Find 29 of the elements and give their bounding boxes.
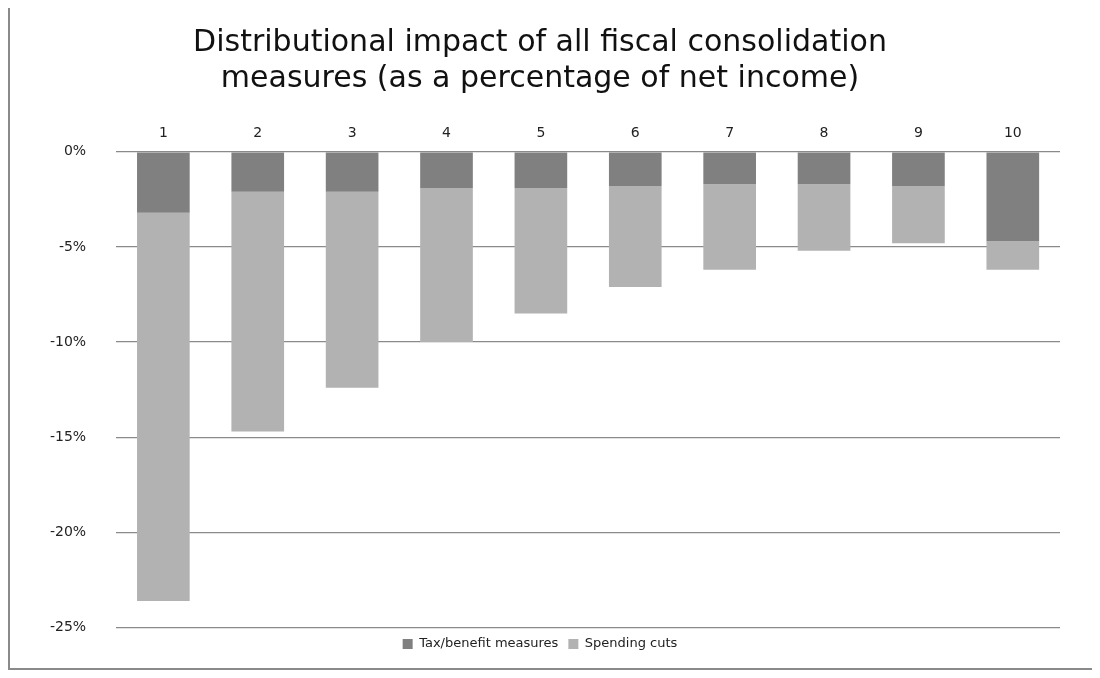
x-tick-label: 1 <box>158 124 168 141</box>
x-tick-label: 5 <box>536 124 546 141</box>
y-tick-label: 0% <box>63 142 87 159</box>
bar <box>137 212 190 601</box>
bar <box>703 184 756 270</box>
bar <box>608 186 662 287</box>
y-tick-label: -5% <box>58 237 87 254</box>
legend-label: Spending cuts <box>584 635 678 651</box>
bar <box>420 187 473 343</box>
bar <box>892 186 945 244</box>
x-tick-label: 3 <box>347 124 357 141</box>
y-tick-label: -25% <box>50 618 87 635</box>
chart-title: Distributional impact of all fiscal consolidation measures (as a percentage of net income) <box>193 22 887 94</box>
y-tick-label: -15% <box>50 427 87 444</box>
bar <box>797 184 851 251</box>
bar <box>986 241 1040 270</box>
bar <box>514 187 568 314</box>
x-tick-label: 8 <box>819 124 829 141</box>
legend-label: Tax/benefit measures <box>418 635 559 651</box>
y-tick-label: -20% <box>50 523 87 540</box>
x-tick-label: 10 <box>1003 124 1022 141</box>
x-tick-label: 9 <box>913 124 923 141</box>
bar <box>325 191 379 388</box>
y-tick-label: -10% <box>50 332 87 349</box>
x-tick-label: 4 <box>442 124 452 141</box>
x-tick-label: 6 <box>630 124 640 141</box>
bar <box>231 191 285 432</box>
x-tick-label: 2 <box>253 124 263 141</box>
x-tick-label: 7 <box>725 124 735 141</box>
